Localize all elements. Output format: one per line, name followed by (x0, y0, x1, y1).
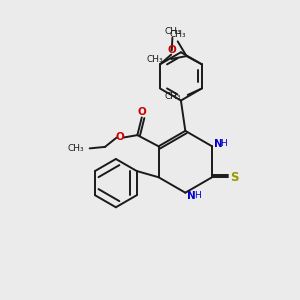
Text: CH₃: CH₃ (164, 27, 181, 36)
Text: N: N (188, 190, 196, 201)
Text: N: N (214, 139, 223, 149)
Text: O: O (167, 45, 176, 55)
Text: O: O (116, 133, 125, 142)
Text: S: S (230, 171, 239, 184)
Text: CH₃: CH₃ (164, 92, 181, 101)
Text: H: H (194, 191, 200, 200)
Text: CH₃: CH₃ (67, 144, 84, 153)
Text: CH₃: CH₃ (147, 55, 164, 64)
Text: H: H (220, 140, 227, 148)
Text: CH₃: CH₃ (169, 30, 186, 39)
Text: O: O (137, 106, 146, 117)
